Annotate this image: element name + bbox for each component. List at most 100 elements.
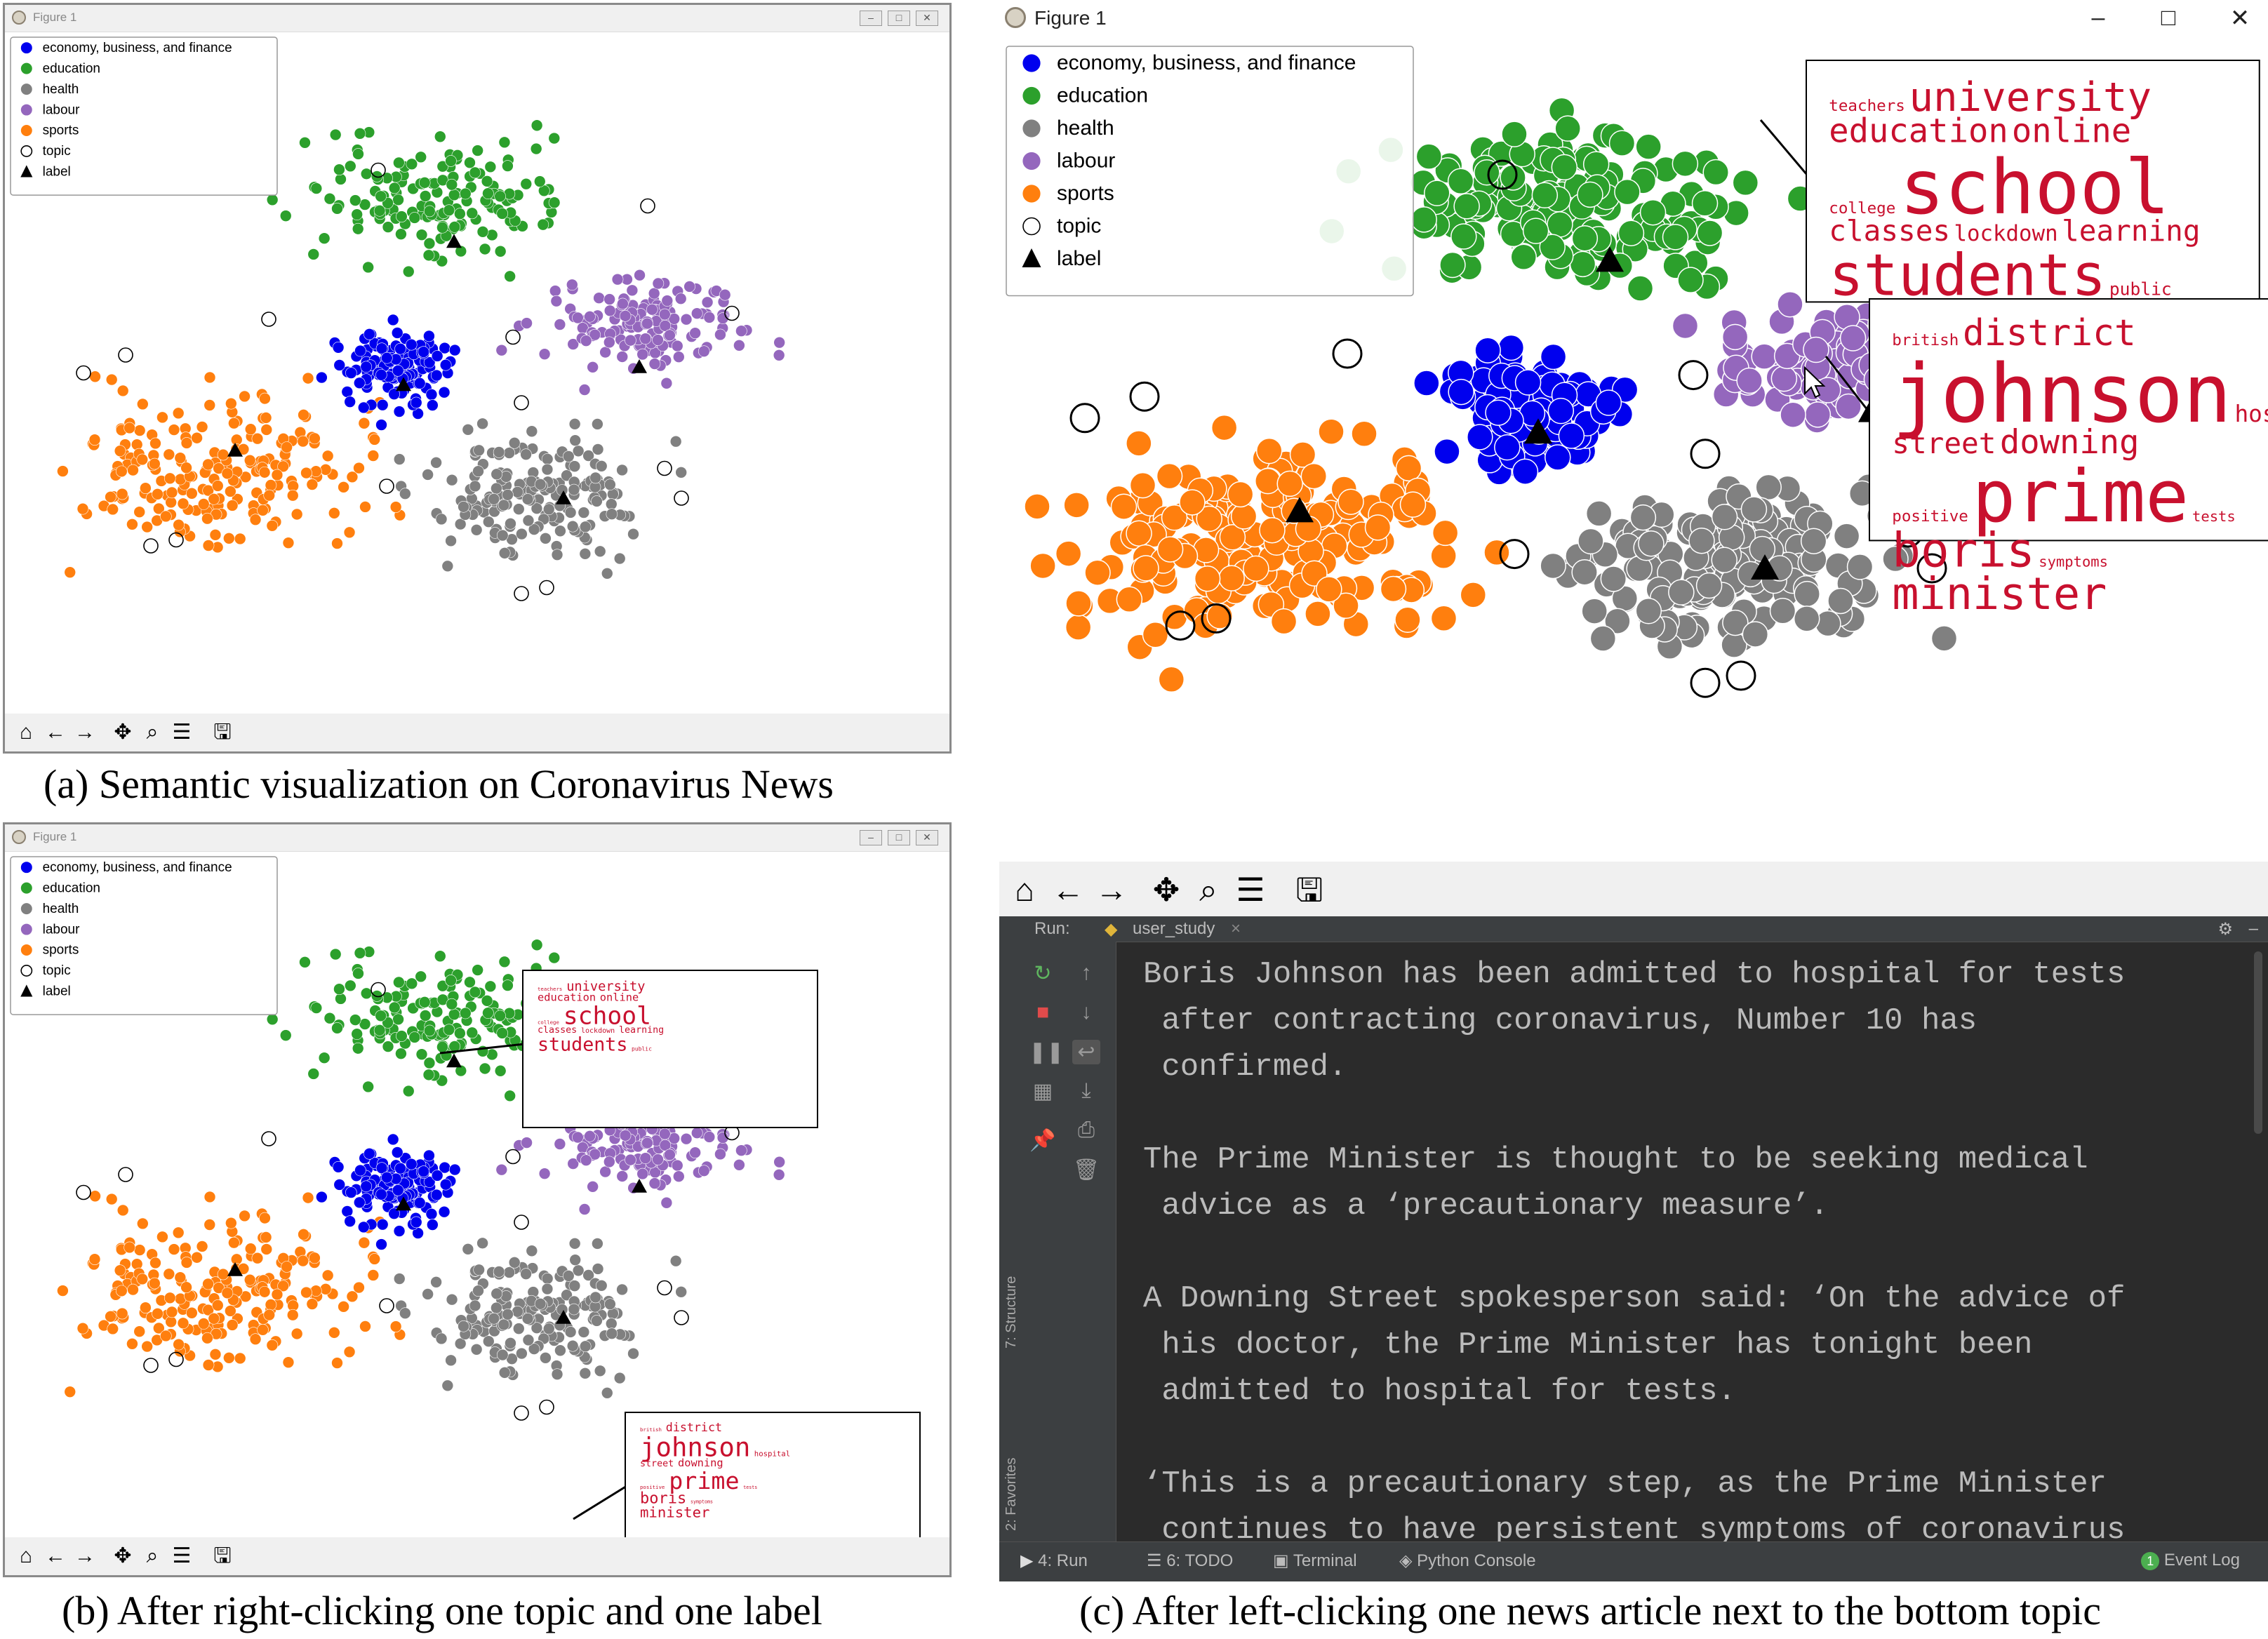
data-point-education[interactable] bbox=[415, 229, 428, 241]
data-point-sports[interactable] bbox=[177, 497, 189, 510]
data-point-sports[interactable] bbox=[1024, 493, 1050, 520]
maximize-button[interactable]: □ bbox=[888, 11, 910, 26]
data-point-sports[interactable] bbox=[282, 537, 295, 549]
topic-marker[interactable] bbox=[674, 1310, 689, 1325]
data-point-sports[interactable] bbox=[226, 500, 239, 511]
data-point-education[interactable] bbox=[481, 175, 493, 187]
data-point-education[interactable] bbox=[396, 1030, 408, 1042]
data-point-health[interactable] bbox=[482, 1335, 495, 1347]
data-point-sports[interactable] bbox=[163, 448, 175, 461]
data-point-education[interactable] bbox=[402, 1085, 415, 1097]
data-point-education[interactable] bbox=[434, 950, 446, 963]
data-point-sports[interactable] bbox=[76, 1322, 89, 1334]
data-point-education[interactable] bbox=[419, 1010, 432, 1022]
data-point-education[interactable] bbox=[464, 976, 476, 989]
data-point-sports[interactable] bbox=[1300, 462, 1328, 490]
data-point-labour[interactable] bbox=[689, 1146, 701, 1159]
data-point-health[interactable] bbox=[1638, 530, 1665, 557]
data-point-health[interactable] bbox=[1833, 523, 1860, 549]
data-point-sports[interactable] bbox=[116, 1307, 128, 1320]
data-point-health[interactable] bbox=[604, 1298, 616, 1310]
data-point-health[interactable] bbox=[496, 529, 509, 542]
data-point-education[interactable] bbox=[392, 1013, 404, 1026]
data-point-economy[interactable] bbox=[1467, 424, 1493, 450]
data-point-sports[interactable] bbox=[281, 1261, 293, 1273]
data-point-education[interactable] bbox=[1510, 243, 1537, 271]
data-point-education[interactable] bbox=[392, 194, 404, 206]
data-point-sports[interactable] bbox=[271, 1288, 284, 1301]
data-point-labour[interactable] bbox=[616, 351, 629, 363]
data-point-labour[interactable] bbox=[589, 328, 601, 341]
data-point-health[interactable] bbox=[458, 1320, 469, 1332]
data-point-economy[interactable] bbox=[393, 1225, 406, 1237]
data-point-economy[interactable] bbox=[1514, 369, 1542, 396]
label-marker[interactable] bbox=[227, 1262, 243, 1276]
data-point-sports[interactable] bbox=[221, 467, 234, 480]
data-point-health[interactable] bbox=[393, 453, 406, 465]
data-point-education[interactable] bbox=[436, 160, 449, 173]
data-point-sports[interactable] bbox=[281, 441, 293, 453]
home-icon[interactable]: ⌂ bbox=[1015, 871, 1034, 908]
data-point-economy[interactable] bbox=[1434, 438, 1460, 465]
data-point-sports[interactable] bbox=[310, 465, 322, 477]
data-point-education[interactable] bbox=[548, 196, 561, 209]
data-point-health[interactable] bbox=[469, 480, 481, 493]
data-point-sports[interactable] bbox=[1430, 542, 1457, 569]
pan-icon[interactable]: ✥ bbox=[1152, 871, 1180, 908]
data-point-sports[interactable] bbox=[186, 1306, 198, 1319]
data-point-economy[interactable] bbox=[345, 367, 357, 379]
data-point-labour[interactable] bbox=[659, 1139, 672, 1151]
topic-marker[interactable] bbox=[724, 305, 740, 321]
data-point-health[interactable] bbox=[531, 1322, 543, 1334]
data-point-sports[interactable] bbox=[298, 409, 309, 421]
data-point-health[interactable] bbox=[1629, 504, 1657, 531]
data-point-education[interactable] bbox=[323, 1012, 336, 1024]
data-point-economy[interactable] bbox=[363, 1148, 375, 1160]
data-point-labour[interactable] bbox=[646, 303, 658, 316]
data-point-sports[interactable] bbox=[1227, 481, 1254, 508]
data-point-health[interactable] bbox=[476, 417, 488, 430]
data-point-economy[interactable] bbox=[1595, 389, 1622, 416]
data-point-health[interactable] bbox=[1769, 598, 1796, 624]
label-marker[interactable] bbox=[632, 1179, 647, 1193]
data-point-education[interactable] bbox=[418, 996, 431, 1008]
data-point-education[interactable] bbox=[496, 1027, 509, 1039]
data-point-sports[interactable] bbox=[338, 481, 349, 493]
data-point-labour[interactable] bbox=[616, 1170, 629, 1182]
data-point-labour[interactable] bbox=[578, 384, 591, 396]
data-point-economy[interactable] bbox=[344, 396, 356, 408]
data-point-health[interactable] bbox=[491, 1302, 502, 1314]
data-point-sports[interactable] bbox=[1316, 576, 1342, 603]
data-point-health[interactable] bbox=[1585, 500, 1613, 527]
data-point-health[interactable] bbox=[521, 493, 534, 505]
data-point-education[interactable] bbox=[360, 168, 373, 180]
data-point-education[interactable] bbox=[481, 995, 493, 1007]
data-point-economy[interactable] bbox=[357, 401, 370, 414]
data-point-labour[interactable] bbox=[652, 334, 664, 346]
data-point-education[interactable] bbox=[1662, 224, 1689, 250]
data-point-labour[interactable] bbox=[521, 317, 533, 329]
data-point-sports[interactable] bbox=[89, 1190, 101, 1203]
data-point-education[interactable] bbox=[307, 248, 320, 260]
data-point-health[interactable] bbox=[473, 1264, 485, 1276]
data-point-sports[interactable] bbox=[282, 1356, 295, 1368]
data-point-education[interactable] bbox=[548, 951, 561, 964]
data-point-education[interactable] bbox=[299, 136, 311, 149]
data-point-labour[interactable] bbox=[538, 348, 551, 360]
data-point-sports[interactable] bbox=[1230, 503, 1258, 530]
data-point-health[interactable] bbox=[594, 545, 606, 558]
data-point-sports[interactable] bbox=[263, 1309, 275, 1321]
topic-marker[interactable] bbox=[1690, 439, 1721, 469]
label-marker[interactable] bbox=[446, 234, 462, 248]
data-point-health[interactable] bbox=[605, 498, 618, 510]
data-point-labour[interactable] bbox=[641, 1137, 653, 1149]
data-point-health[interactable] bbox=[554, 1344, 566, 1357]
data-point-health[interactable] bbox=[399, 488, 411, 500]
data-point-labour[interactable] bbox=[599, 1165, 611, 1178]
data-point-labour[interactable] bbox=[660, 377, 673, 389]
data-point-labour[interactable] bbox=[634, 269, 646, 281]
data-point-economy[interactable] bbox=[439, 1178, 452, 1191]
data-point-education[interactable] bbox=[333, 163, 345, 176]
data-point-education[interactable] bbox=[388, 1001, 401, 1014]
data-point-health[interactable] bbox=[627, 1347, 639, 1360]
